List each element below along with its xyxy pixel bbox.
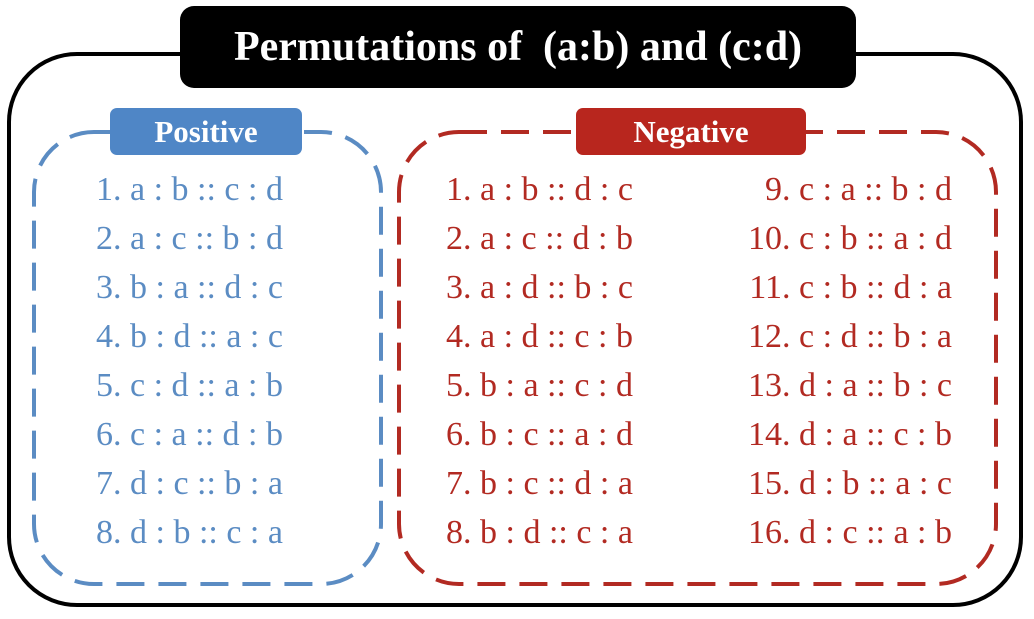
positive-item-6: 6. c : a :: d : b — [96, 416, 283, 453]
diagram-title: Permutations of (a:b) and (c:d) — [180, 6, 856, 88]
negative-dashed-frame — [397, 130, 998, 586]
negative-col2-item-8: 16. d : c :: a : b — [748, 514, 952, 551]
negative-col2-item-4: 12. c : d :: b : a — [748, 318, 952, 355]
positive-item-5: 5. c : d :: a : b — [96, 367, 283, 404]
positive-item-3: 3. b : a :: d : c — [96, 269, 283, 306]
negative-col1-item-4: 4. a : d :: c : b — [446, 318, 633, 355]
negative-col1-item-1: 1. a : b :: d : c — [446, 171, 633, 208]
negative-col1-item-2: 2. a : c :: d : b — [446, 220, 633, 257]
negative-col2-item-5: 13. d : a :: b : c — [748, 367, 952, 404]
positive-label: Positive — [110, 108, 302, 155]
negative-col2-item-1: 9. c : a :: b : d — [765, 171, 952, 208]
negative-col1-item-6: 6. b : c :: a : d — [446, 416, 633, 453]
negative-col1-item-3: 3. a : d :: b : c — [446, 269, 633, 306]
negative-col2-item-3: 11. c : b :: d : a — [749, 269, 952, 306]
negative-col1-item-7: 7. b : c :: d : a — [446, 465, 633, 502]
positive-item-4: 4. b : d :: a : c — [96, 318, 283, 355]
negative-col1-item-8: 8. b : d :: c : a — [446, 514, 633, 551]
positive-item-7: 7. d : c :: b : a — [96, 465, 283, 502]
positive-dashed-frame — [32, 130, 383, 586]
negative-col2-item-7: 15. d : b :: a : c — [748, 465, 952, 502]
positive-item-2: 2. a : c :: b : d — [96, 220, 283, 257]
negative-label: Negative — [576, 108, 806, 155]
negative-col2-item-6: 14. d : a :: c : b — [748, 416, 952, 453]
negative-col2-item-2: 10. c : b :: a : d — [748, 220, 952, 257]
positive-item-8: 8. d : b :: c : a — [96, 514, 283, 551]
positive-item-1: 1. a : b :: c : d — [96, 171, 283, 208]
negative-col1-item-5: 5. b : a :: c : d — [446, 367, 633, 404]
